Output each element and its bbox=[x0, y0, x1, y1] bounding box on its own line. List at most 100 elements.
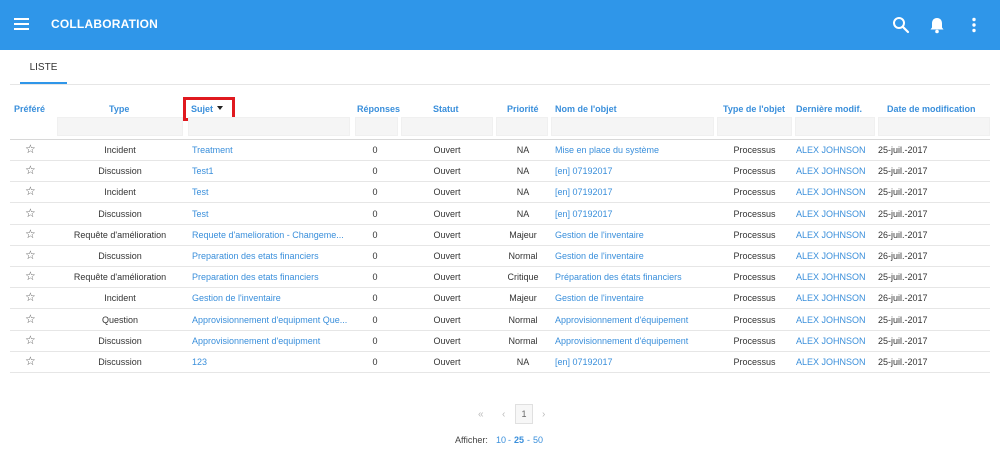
star-outline-icon[interactable]: ☆ bbox=[25, 163, 36, 178]
cell-nom-objet[interactable]: [en] 07192017 bbox=[555, 187, 613, 198]
star-outline-icon[interactable]: ☆ bbox=[25, 248, 36, 262]
more-vert-icon[interactable] bbox=[964, 15, 984, 35]
cell-sujet[interactable]: Preparation des etats financiers bbox=[192, 272, 319, 283]
first-page-button[interactable]: « bbox=[478, 409, 484, 420]
prev-page-button[interactable]: ‹ bbox=[502, 409, 506, 420]
cell-reponses: 0 bbox=[372, 251, 378, 261]
star-outline-icon[interactable]: ☆ bbox=[25, 332, 36, 347]
cell-derniere-modif[interactable]: ALEX JOHNSON bbox=[796, 145, 866, 155]
star-outline-icon[interactable]: ☆ bbox=[25, 184, 36, 199]
cell-nom-objet[interactable]: Gestion de l'inventaire bbox=[555, 251, 644, 261]
cell-sujet[interactable]: Approvisionnement d'equipment Que... bbox=[192, 314, 348, 325]
cell-reponses: 0 bbox=[372, 229, 378, 240]
table-row[interactable]: ☆ Discussion Test 0 Ouvert NA [en] 07192017 Pro… bbox=[10, 204, 990, 225]
filter-type-input[interactable] bbox=[57, 117, 183, 136]
page-size-option-10[interactable]: 10 bbox=[496, 435, 507, 445]
table-row[interactable]: ☆ Requête d'amélioration Requete d'amelior… bbox=[10, 225, 990, 246]
star-outline-icon[interactable]: ☆ bbox=[25, 311, 36, 326]
cell-type-objet: Processus bbox=[733, 335, 776, 346]
star-outline-icon[interactable]: ☆ bbox=[25, 354, 36, 368]
cell-sujet[interactable]: Requete d'amelioration - Changeme... bbox=[192, 229, 344, 240]
col-header-statut[interactable]: Statut bbox=[433, 104, 459, 114]
cell-nom-objet[interactable]: Approvisionnement d'équipement bbox=[555, 335, 689, 346]
cell-derniere-modif[interactable]: ALEX JOHNSON bbox=[796, 187, 866, 198]
filter-reponses-input[interactable] bbox=[355, 117, 398, 136]
table-row[interactable]: ☆ Discussion 123 0 Ouvert NA [en] 07192017 Proc… bbox=[10, 352, 990, 373]
col-header-date-modif[interactable]: Date de modification bbox=[887, 104, 976, 114]
cell-type-objet: Processus bbox=[733, 272, 776, 283]
app-bar: COLLABORATION bbox=[0, 0, 1000, 50]
table-row[interactable]: ☆ Question Approvisionnement d'equipment Q… bbox=[10, 310, 990, 331]
cell-nom-objet[interactable]: Gestion de l'inventaire bbox=[555, 293, 644, 304]
col-header-type[interactable]: Type bbox=[109, 104, 130, 114]
cell-date-modif: 25-juil.-2017 bbox=[878, 335, 928, 346]
cell-derniere-modif[interactable]: ALEX JOHNSON bbox=[796, 251, 866, 261]
cell-nom-objet[interactable]: [en] 07192017 bbox=[555, 166, 613, 177]
cell-nom-objet[interactable]: Mise en place du système bbox=[555, 145, 660, 155]
cell-priorite: Majeur bbox=[509, 229, 537, 240]
cell-derniere-modif[interactable]: ALEX JOHNSON bbox=[796, 293, 866, 304]
cell-derniere-modif[interactable]: ALEX JOHNSON bbox=[796, 335, 866, 346]
cell-reponses: 0 bbox=[372, 208, 378, 219]
cell-sujet[interactable]: Test1 bbox=[192, 166, 214, 177]
menu-icon[interactable] bbox=[14, 18, 29, 31]
cell-nom-objet[interactable]: [en] 07192017 bbox=[555, 208, 613, 219]
page-size-option-25[interactable]: 25 bbox=[514, 435, 525, 445]
col-header-sujet[interactable]: Sujet bbox=[191, 104, 224, 114]
star-outline-icon[interactable]: ☆ bbox=[25, 226, 36, 241]
search-icon[interactable] bbox=[891, 15, 911, 35]
star-outline-icon[interactable]: ☆ bbox=[25, 290, 36, 305]
star-outline-icon[interactable]: ☆ bbox=[25, 269, 36, 284]
page-size-separator: - bbox=[527, 435, 530, 445]
cell-derniere-modif[interactable]: ALEX JOHNSON bbox=[796, 314, 866, 325]
cell-derniere-modif[interactable]: ALEX JOHNSON bbox=[796, 357, 866, 367]
table-row[interactable]: ☆ Incident Gestion de l'inventaire 0 Ouvert M… bbox=[10, 288, 990, 310]
page-size-option-50[interactable]: 50 bbox=[533, 435, 544, 445]
cell-priorite: Normal bbox=[508, 335, 538, 346]
filter-derniere-modif-input[interactable] bbox=[795, 117, 875, 136]
col-header-reponses[interactable]: Réponses bbox=[357, 104, 401, 114]
cell-derniere-modif[interactable]: ALEX JOHNSON bbox=[796, 272, 866, 283]
filter-date-modif-input[interactable] bbox=[878, 117, 990, 136]
table-row[interactable]: ☆ Incident Test 0 Ouvert NA [en] 07192017 Proce… bbox=[10, 182, 990, 204]
cell-nom-objet[interactable]: Préparation des états financiers bbox=[555, 272, 682, 283]
cell-nom-objet[interactable]: Gestion de l'inventaire bbox=[555, 229, 644, 240]
bell-icon[interactable] bbox=[927, 15, 947, 35]
cell-date-modif: 25-juil.-2017 bbox=[878, 208, 928, 219]
filter-nom-objet-input[interactable] bbox=[551, 117, 714, 136]
table-row[interactable]: ☆ Requête d'amélioration Preparation des e… bbox=[10, 267, 990, 289]
col-header-type-objet[interactable]: Type de l'objet bbox=[723, 104, 785, 114]
table-row[interactable]: ☆ Incident Treatment 0 Ouvert NA Mise en place… bbox=[10, 140, 990, 161]
table-row[interactable]: ☆ Discussion Preparation des etats financi… bbox=[10, 246, 990, 267]
star-outline-icon[interactable]: ☆ bbox=[25, 205, 36, 220]
cell-sujet[interactable]: Test bbox=[192, 187, 209, 198]
cell-derniere-modif[interactable]: ALEX JOHNSON bbox=[796, 229, 866, 240]
next-page-button[interactable]: › bbox=[542, 409, 546, 420]
cell-date-modif: 26-juil.-2017 bbox=[878, 293, 928, 304]
star-outline-icon[interactable]: ☆ bbox=[25, 142, 36, 156]
filter-type-objet-input[interactable] bbox=[717, 117, 792, 136]
cell-sujet[interactable]: Treatment bbox=[192, 145, 233, 155]
page-number-current[interactable]: 1 bbox=[515, 404, 533, 424]
cell-sujet[interactable]: Approvisionnement d'equipment bbox=[192, 335, 321, 346]
cell-sujet[interactable]: Test bbox=[192, 208, 209, 219]
cell-sujet[interactable]: 123 bbox=[192, 357, 208, 367]
filter-statut-input[interactable] bbox=[401, 117, 493, 136]
cell-nom-objet[interactable]: Approvisionnement d'équipement bbox=[555, 314, 689, 325]
tab-liste[interactable]: LISTE bbox=[29, 62, 58, 73]
cell-derniere-modif[interactable]: ALEX JOHNSON bbox=[796, 166, 866, 177]
filter-sujet-input[interactable] bbox=[188, 117, 350, 136]
cell-derniere-modif[interactable]: ALEX JOHNSON bbox=[796, 208, 866, 219]
table-row[interactable]: ☆ Discussion Test1 0 Ouvert NA [en] 07192017 Pr… bbox=[10, 161, 990, 183]
col-header-prefere[interactable]: Préféré bbox=[14, 104, 46, 114]
col-header-priorite[interactable]: Priorité bbox=[507, 104, 539, 114]
cell-sujet[interactable]: Gestion de l'inventaire bbox=[192, 293, 281, 304]
table-row[interactable]: ☆ Discussion Approvisionnement d'equipment… bbox=[10, 331, 990, 352]
col-header-derniere-modif[interactable]: Dernière modif. bbox=[796, 104, 863, 114]
cell-nom-objet[interactable]: [en] 07192017 bbox=[555, 357, 613, 367]
col-header-nom-objet[interactable]: Nom de l'objet bbox=[555, 104, 617, 114]
filter-priorite-input[interactable] bbox=[496, 117, 548, 136]
cell-type: Discussion bbox=[98, 208, 142, 219]
cell-type-objet: Processus bbox=[733, 208, 776, 219]
cell-sujet[interactable]: Preparation des etats financiers bbox=[192, 251, 319, 261]
